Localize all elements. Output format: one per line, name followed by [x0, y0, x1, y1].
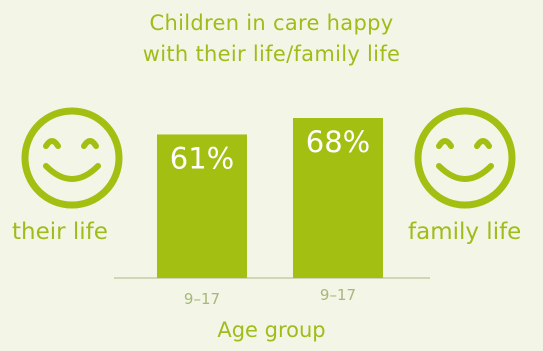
chart-title-line-1: Children in care happy: [149, 11, 394, 35]
smiley-face-icon: [21, 107, 123, 209]
smiley-face-icon: [414, 107, 516, 209]
bar-value-label-2: 68%: [306, 125, 370, 159]
chart-title: Children in care happy with their life/f…: [0, 8, 543, 70]
series-label-family-life: family life: [408, 219, 522, 245]
x-axis-label: Age group: [217, 318, 326, 342]
x-tick-label-2: 9–17: [320, 286, 356, 304]
bar-value-label-1: 61%: [170, 141, 234, 175]
x-tick-label-1: 9–17: [184, 290, 220, 308]
bar-1: [157, 134, 247, 278]
bar-2: [293, 118, 383, 278]
series-label-their-life: their life: [12, 219, 108, 245]
chart-title-line-2: with their life/family life: [142, 42, 401, 66]
